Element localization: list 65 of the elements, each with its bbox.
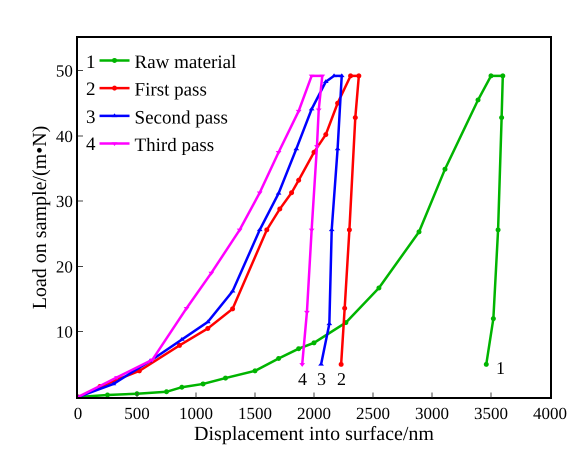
point	[500, 73, 506, 78]
point	[176, 342, 182, 348]
x-tick-label: 3000	[415, 404, 449, 424]
point	[289, 190, 294, 196]
point	[376, 285, 382, 290]
x-tick-label: 500	[124, 404, 150, 424]
annotation: 4	[298, 369, 307, 389]
point	[416, 229, 422, 234]
point	[252, 368, 258, 374]
point	[205, 326, 210, 331]
point	[184, 306, 190, 311]
point	[338, 362, 344, 367]
point	[276, 356, 282, 361]
point	[490, 316, 496, 322]
y-tick-label: 30	[56, 192, 73, 212]
point	[200, 381, 206, 386]
point	[223, 376, 228, 381]
point	[499, 115, 504, 120]
point	[230, 288, 236, 293]
point	[346, 227, 352, 232]
point	[352, 115, 358, 120]
y-tick-label: 10	[56, 322, 73, 342]
point	[277, 206, 282, 212]
point	[476, 98, 481, 103]
point	[296, 346, 302, 352]
annotation: 1	[86, 52, 96, 73]
legend-label: Third pass	[134, 134, 214, 156]
annotation: 2	[337, 369, 346, 389]
x-axis-title: Displacement into surface/nm	[194, 423, 434, 446]
point	[230, 306, 236, 312]
point	[442, 166, 448, 172]
annotation: 1	[496, 358, 505, 378]
y-axis-title: Load on sample/(m•N)	[28, 126, 51, 310]
point	[323, 132, 328, 138]
y-tick-label: 20	[56, 257, 73, 276]
point	[348, 73, 354, 78]
point	[164, 389, 169, 394]
legend-label: Second pass	[134, 107, 228, 128]
legend-label: First pass	[134, 80, 207, 101]
y-tick-label: 40	[56, 126, 73, 146]
point	[296, 178, 302, 183]
point	[276, 150, 282, 155]
point	[105, 392, 110, 397]
annotation: 4	[86, 134, 96, 155]
point	[488, 73, 494, 78]
point	[356, 73, 362, 78]
x-tick-label: 3500	[474, 404, 508, 424]
point	[264, 227, 270, 232]
annotation: 2	[86, 79, 96, 100]
x-tick-label: 1000	[179, 404, 213, 424]
x-tick-label: 2500	[356, 404, 390, 424]
x-tick-label: 1500	[238, 404, 272, 424]
legend-label: Raw material	[134, 52, 236, 73]
point	[484, 362, 489, 367]
point	[342, 306, 348, 311]
point	[179, 384, 184, 390]
x-tick-label: 2000	[297, 404, 331, 424]
point	[496, 227, 501, 232]
annotation: 3	[86, 107, 96, 128]
y-tick-label: 50	[56, 62, 73, 81]
x-tick-label: 0	[74, 404, 82, 424]
point	[276, 190, 282, 195]
x-tick-label: 4000	[533, 404, 567, 424]
point	[312, 340, 316, 346]
annotation: 3	[317, 369, 326, 389]
